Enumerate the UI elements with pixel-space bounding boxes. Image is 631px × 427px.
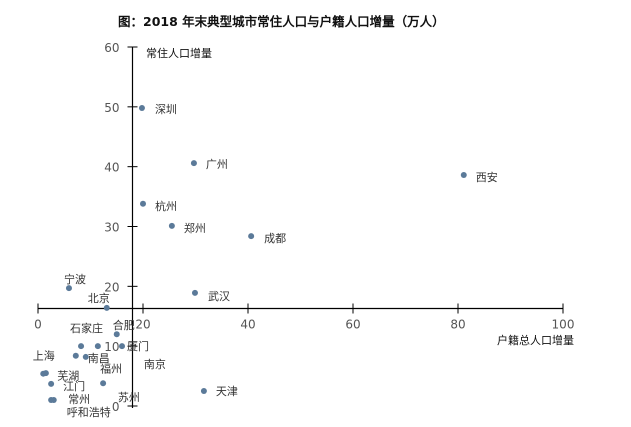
data-label: 上海 bbox=[33, 349, 55, 363]
data-label: 杭州 bbox=[155, 199, 177, 213]
data-point bbox=[248, 233, 255, 240]
axes: 0 20 40 60 80 100 0 10 20 30 40 50 60 bbox=[34, 41, 574, 414]
data-label: 深圳 bbox=[155, 103, 177, 116]
x-axis-label: 户籍总人口增量 bbox=[497, 333, 574, 347]
data-label: 江门 bbox=[63, 379, 85, 393]
data-label: 苏州 bbox=[118, 391, 140, 404]
data-point bbox=[140, 200, 146, 207]
y-tick-label: 50 bbox=[104, 101, 119, 115]
data-label: 福州 bbox=[100, 361, 122, 375]
data-label: 石家庄 bbox=[70, 321, 103, 335]
data-point bbox=[94, 343, 101, 350]
data-point bbox=[103, 304, 110, 311]
data-label: 厦门 bbox=[127, 339, 149, 353]
data-point bbox=[190, 160, 197, 167]
x-tick-label: 80 bbox=[450, 317, 465, 331]
data-point bbox=[48, 380, 55, 387]
data-label: 南昌 bbox=[88, 352, 110, 365]
x-tick-label: 20 bbox=[135, 317, 150, 331]
y-tick-label: 40 bbox=[104, 161, 119, 175]
data-point bbox=[200, 388, 207, 395]
y-tick-label: 20 bbox=[104, 280, 119, 294]
y-tick-label: 10 bbox=[104, 340, 119, 354]
data-point bbox=[50, 397, 57, 404]
y-tick-label: 0 bbox=[112, 400, 120, 414]
data-point bbox=[82, 353, 89, 360]
x-tick-label: 60 bbox=[345, 317, 360, 331]
data-label: 武汉 bbox=[208, 290, 230, 303]
data-point bbox=[460, 172, 467, 179]
data-label: 南京 bbox=[144, 357, 166, 371]
x-tick-label: 100 bbox=[552, 317, 575, 331]
data-label: 成都 bbox=[264, 232, 286, 245]
data-point bbox=[168, 222, 175, 229]
data-point bbox=[119, 343, 125, 350]
data-label: 天津 bbox=[216, 385, 238, 398]
y-axis-label: 常住人口增量 bbox=[146, 46, 212, 60]
data-point bbox=[100, 380, 107, 387]
y-tick-label: 60 bbox=[104, 41, 119, 55]
data-point bbox=[65, 285, 72, 292]
data-label: 常州 bbox=[68, 393, 90, 406]
x-tick-label: 40 bbox=[240, 317, 255, 331]
data-point bbox=[72, 352, 79, 359]
data-point bbox=[42, 370, 49, 377]
data-label: 呼和浩特 bbox=[67, 405, 111, 419]
data-label: 北京 bbox=[88, 291, 110, 305]
data-point bbox=[78, 343, 85, 350]
data-label: 郑州 bbox=[184, 221, 206, 235]
data-label: 广州 bbox=[206, 158, 228, 171]
data-label: 芜湖 bbox=[57, 369, 79, 383]
data-label: 宁波 bbox=[64, 272, 86, 286]
data-label: 合肥 bbox=[113, 318, 135, 332]
y-tick-label: 30 bbox=[104, 221, 119, 235]
data-point bbox=[113, 331, 120, 338]
chart-title: 图：2018 年末典型城市常住人口与户籍人口增量（万人） bbox=[118, 14, 445, 29]
data-point bbox=[191, 289, 198, 296]
data-label: 西安 bbox=[476, 170, 498, 184]
x-tick-label: 0 bbox=[34, 317, 42, 331]
data-point bbox=[138, 105, 145, 112]
